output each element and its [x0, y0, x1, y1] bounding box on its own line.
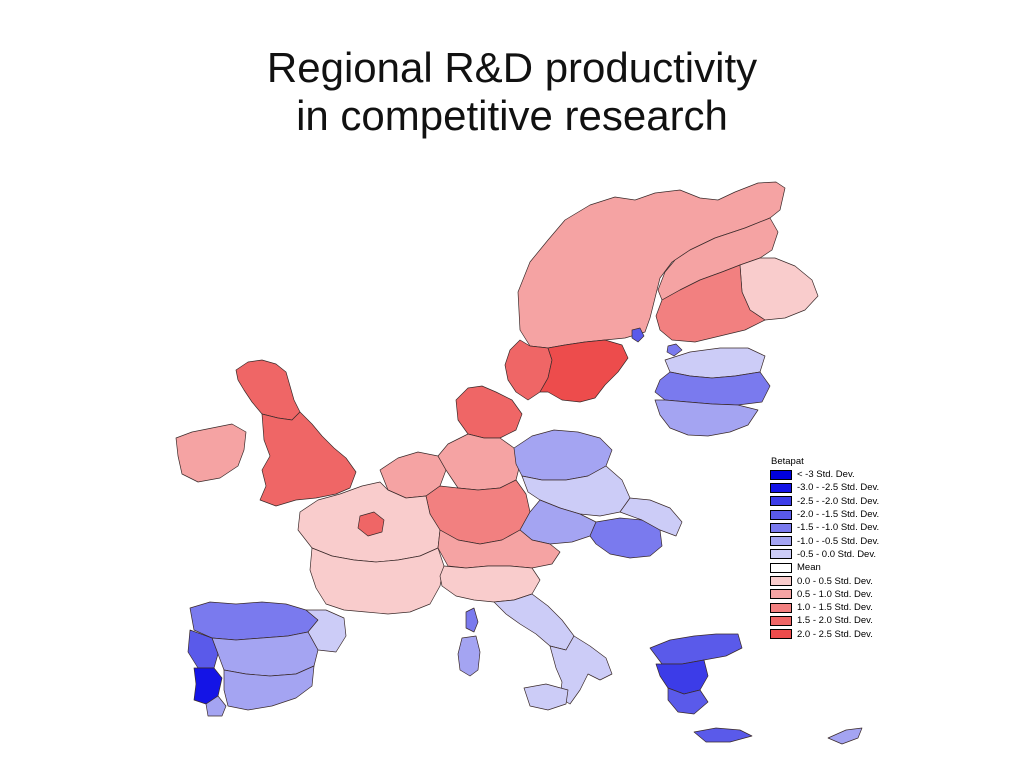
region-spain-south: [223, 665, 315, 711]
map-title: Regional R&D productivity in competitive…: [0, 44, 1024, 140]
legend-label: Mean: [797, 562, 821, 574]
legend-swatch: [770, 549, 792, 560]
region-cyprus: [827, 727, 863, 745]
legend-entry: -3.0 - -2.5 Std. Dev.: [770, 481, 879, 494]
legend-label: -3.0 - -2.5 Std. Dev.: [797, 482, 880, 494]
region-greece-south: [667, 687, 709, 715]
legend-entry: -1.0 - -0.5 Std. Dev.: [770, 534, 879, 547]
region-lithuania: [654, 399, 759, 437]
legend-swatch: [770, 615, 792, 626]
region-catalonia: [305, 609, 347, 653]
legend-label: < -3 Std. Dev.: [797, 469, 855, 481]
legend-entry: -2.0 - -1.5 Std. Dev.: [770, 508, 879, 521]
region-gotland: [631, 327, 645, 343]
title-line-2: in competitive research: [296, 92, 728, 139]
region-ireland: [175, 423, 247, 483]
legend-label: 1.0 - 1.5 Std. Dev.: [797, 602, 873, 614]
legend-label: -1.5 - -1.0 Std. Dev.: [797, 522, 880, 534]
legend-entry: 0.0 - 0.5 Std. Dev.: [770, 574, 879, 587]
legend-label: -2.5 - -2.0 Std. Dev.: [797, 495, 880, 507]
legend-entry: -0.5 - 0.0 Std. Dev.: [770, 548, 879, 561]
legend-swatch: [770, 469, 792, 480]
legend-swatch: [770, 482, 792, 493]
region-sweden-south: [539, 339, 629, 403]
region-uk-north: [235, 359, 301, 421]
region-romania-west: [619, 497, 683, 537]
region-finland-south: [655, 264, 766, 343]
title-line-1: Regional R&D productivity: [266, 44, 758, 91]
region-germany-north: [437, 433, 521, 491]
region-greece-center: [655, 659, 709, 695]
region-sicily: [523, 683, 569, 711]
region-uk-south: [259, 411, 357, 507]
legend-entry: Mean: [770, 561, 879, 574]
region-denmark: [455, 385, 523, 439]
region-italy-south: [549, 635, 613, 705]
legend-label: 2.0 - 2.5 Std. Dev.: [797, 628, 873, 640]
legend-entry: < -3 Std. Dev.: [770, 468, 879, 481]
region-sardinia: [457, 635, 481, 677]
legend-swatch: [770, 562, 792, 573]
legend-swatch: [770, 536, 792, 547]
legend-label: -0.5 - 0.0 Std. Dev.: [797, 548, 877, 560]
legend-entry: 1.5 - 2.0 Std. Dev.: [770, 614, 879, 627]
legend-swatch: [770, 509, 792, 520]
region-france-south: [309, 547, 445, 615]
legend-swatch: [770, 602, 792, 613]
legend-swatch: [770, 576, 792, 587]
region-italy-center: [493, 593, 575, 651]
region-crete: [693, 727, 753, 743]
legend-entries: < -3 Std. Dev. -3.0 - -2.5 Std. Dev. -2.5 …: [770, 468, 879, 641]
legend-entry: -2.5 - -2.0 Std. Dev.: [770, 495, 879, 508]
legend-label: -1.0 - -0.5 Std. Dev.: [797, 535, 880, 547]
region-aland: [666, 343, 683, 357]
legend-swatch: [770, 496, 792, 507]
legend-entry: 1.0 - 1.5 Std. Dev.: [770, 601, 879, 614]
legend-label: 0.5 - 1.0 Std. Dev.: [797, 588, 873, 600]
region-hungary: [589, 517, 663, 559]
region-paris: [357, 511, 385, 537]
legend-label: 0.0 - 0.5 Std. Dev.: [797, 575, 873, 587]
region-portugal-south: [205, 695, 227, 717]
legend-entry: 0.5 - 1.0 Std. Dev.: [770, 588, 879, 601]
legend-label: -2.0 - -1.5 Std. Dev.: [797, 509, 880, 521]
region-greece-north: [649, 633, 743, 665]
legend-label: 1.5 - 2.0 Std. Dev.: [797, 615, 873, 627]
region-corsica: [465, 607, 479, 633]
legend-swatch: [770, 522, 792, 533]
legend-entry: 2.0 - 2.5 Std. Dev.: [770, 628, 879, 641]
legend-entry: -1.5 - -1.0 Std. Dev.: [770, 521, 879, 534]
legend-swatch: [770, 589, 792, 600]
legend-title: Betapat: [771, 456, 804, 467]
region-finland-east: [739, 257, 819, 321]
legend-swatch: [770, 629, 792, 640]
map-legend: Betapat < -3 Std. Dev. -3.0 - -2.5 Std. D…: [770, 455, 879, 641]
